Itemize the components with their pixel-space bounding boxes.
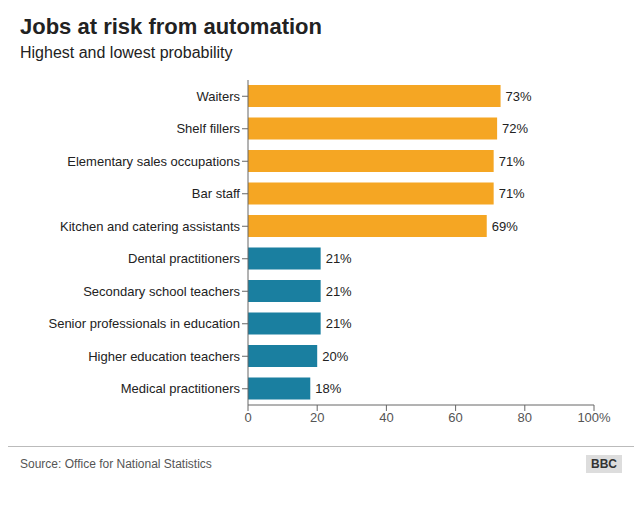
svg-text:71%: 71%	[499, 186, 525, 201]
svg-text:71%: 71%	[499, 154, 525, 169]
svg-text:Elementary sales occupations: Elementary sales occupations	[67, 154, 240, 169]
svg-text:Kitchen and catering assistant: Kitchen and catering assistants	[60, 219, 240, 234]
html-text:BBC: BBC	[591, 457, 617, 471]
svg-text:20%: 20%	[322, 349, 348, 364]
svg-text:80: 80	[518, 410, 532, 425]
svg-text:69%: 69%	[492, 219, 518, 234]
svg-text:100%: 100%	[577, 410, 611, 425]
svg-text:21%: 21%	[326, 251, 352, 266]
html-text:Source: Office for National St: Source: Office for National Statistics	[20, 457, 212, 471]
svg-text:60: 60	[448, 410, 462, 425]
svg-text:Waiters: Waiters	[196, 89, 240, 104]
svg-text:Dental practitioners: Dental practitioners	[128, 251, 240, 266]
svg-text:21%: 21%	[326, 284, 352, 299]
svg-text:Medical practitioners: Medical practitioners	[121, 381, 241, 396]
svg-text:Bar staff: Bar staff	[192, 186, 241, 201]
svg-text:Secondary school teachers: Secondary school teachers	[83, 284, 240, 299]
svg-text:20: 20	[310, 410, 324, 425]
svg-text:Higher education teachers: Higher education teachers	[88, 349, 240, 364]
svg-text:40: 40	[379, 410, 393, 425]
html-text:Jobs at risk from automation: Jobs at risk from automation	[20, 14, 322, 39]
svg-text:Senior professionals in educat: Senior professionals in education	[48, 316, 240, 331]
svg-text:Shelf fillers: Shelf fillers	[176, 121, 240, 136]
svg-text:73%: 73%	[506, 89, 532, 104]
svg-text:0: 0	[244, 410, 251, 425]
html-text:Highest and lowest probability: Highest and lowest probability	[20, 44, 233, 61]
svg-text:18%: 18%	[315, 381, 341, 396]
svg-text:21%: 21%	[326, 316, 352, 331]
svg-text:72%: 72%	[502, 121, 528, 136]
